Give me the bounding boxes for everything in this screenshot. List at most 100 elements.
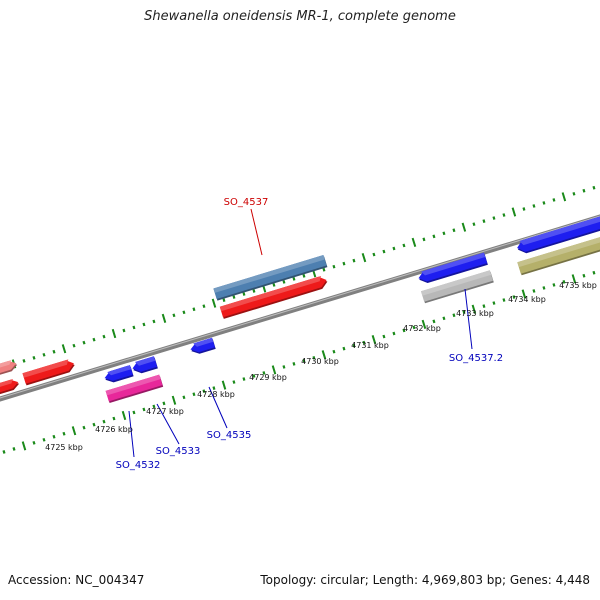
inner-track-tick	[382, 334, 386, 339]
gene-blue-small-a-highlight	[107, 365, 132, 376]
inner-track-tick	[232, 380, 236, 384]
inner-track-tick	[12, 447, 16, 451]
inner-track-tick	[532, 289, 536, 293]
gene-so-4535[interactable]	[190, 337, 216, 354]
outer-track-tick	[22, 359, 26, 363]
tick-label-4735: 4735 kbp	[559, 281, 597, 290]
inner-track-tick	[342, 346, 346, 351]
inner-track-tick	[62, 431, 66, 436]
outer-track-tick	[192, 307, 196, 312]
outer-track-tick	[522, 207, 526, 211]
inner-track-tick	[302, 358, 306, 363]
inner-track-tick	[542, 286, 546, 290]
outer-track-tick	[132, 325, 136, 330]
gene-right-olive[interactable]	[517, 234, 600, 276]
outer-track-tick	[122, 328, 126, 333]
tick-label-4734: 4734 kbp	[508, 295, 546, 304]
tick-label-4728: 4728 kbp	[197, 390, 235, 399]
tick-label-4727: 4727 kbp	[146, 407, 184, 416]
genome-backbone-highlight	[0, 215, 600, 399]
inner-track-tick	[242, 377, 246, 381]
inner-track-tick	[121, 410, 127, 421]
inner-track-tick	[32, 440, 36, 445]
outer-track-tick	[252, 289, 256, 293]
gene-right-blue[interactable]	[517, 214, 600, 254]
inner-track-tick	[202, 389, 206, 394]
tick-label-4730: 4730 kbp	[301, 357, 339, 366]
gene-so-4535-highlight	[193, 337, 214, 347]
gene-label-so-4535[interactable]: SO_4535	[207, 430, 252, 441]
gene-blue-small-a[interactable]	[104, 365, 134, 383]
outer-track-tick	[92, 337, 96, 342]
gene-label-so-4537[interactable]: SO_4537	[224, 197, 269, 208]
inner-track-tick	[171, 395, 177, 405]
inner-track-tick	[112, 416, 116, 421]
outer-track-tick	[272, 283, 276, 287]
outer-track-tick	[402, 243, 406, 248]
leader-so-4535	[208, 386, 228, 429]
gene-left-red-b[interactable]	[22, 359, 75, 386]
tick-label-4729: 4729 kbp	[249, 373, 287, 382]
leader-so-4537-2	[464, 288, 473, 350]
outer-track-tick	[302, 273, 306, 278]
gene-so-4537-highlight	[213, 255, 325, 293]
tick-label-4731: 4731 kbp	[351, 341, 389, 350]
outer-track-tick	[592, 185, 596, 190]
gene-so-4537-2-blue[interactable]	[418, 252, 488, 283]
gene-label-so-4537-2[interactable]: SO_4537.2	[449, 353, 503, 364]
map-title: Shewanella oneidensis MR-1, complete gen…	[144, 9, 456, 24]
inner-track-tick	[402, 328, 406, 333]
outer-track-tick	[422, 237, 426, 242]
outer-track-tick	[472, 222, 476, 227]
inner-track-tick	[192, 392, 196, 397]
gene-so-4532-rna[interactable]	[105, 374, 164, 403]
inner-track-tick	[82, 425, 86, 430]
tick-label-4732: 4732 kbp	[403, 324, 441, 333]
gene-so-4537[interactable]	[213, 255, 328, 301]
inner-track-tick	[312, 355, 316, 360]
outer-track-tick	[102, 334, 106, 339]
gene-so-4537-2-gray[interactable]	[421, 270, 494, 304]
outer-track-tick	[461, 222, 467, 232]
gene-so-4537-2-gray-highlight	[421, 270, 492, 296]
outer-track-tick	[482, 219, 486, 224]
outer-track-tick	[511, 207, 517, 217]
leader-so-4537	[250, 208, 263, 256]
outer-track-tick	[32, 355, 36, 360]
inner-track-tick	[552, 283, 556, 287]
tick-label-4733: 4733 kbp	[456, 309, 494, 318]
gene-label-so-4533[interactable]: SO_4533	[156, 446, 201, 457]
gene-left-pink[interactable]	[0, 360, 18, 377]
outer-track-tick	[72, 343, 76, 348]
inner-track-tick	[332, 349, 336, 354]
inner-track-tick	[92, 422, 96, 427]
outer-track-tick	[502, 213, 506, 217]
inner-track-tick	[282, 365, 286, 369]
gene-left-red-a[interactable]	[0, 379, 20, 398]
gene-features	[0, 214, 600, 403]
outer-track-tick	[492, 216, 496, 220]
outer-track-tick	[292, 276, 296, 281]
outer-track-tick	[182, 310, 186, 315]
gene-left-red-a-highlight	[0, 379, 13, 387]
outer-track-tick	[542, 201, 546, 205]
tick-label-4725: 4725 kbp	[45, 443, 83, 452]
outer-track-tick	[382, 249, 386, 254]
leader-so-4532	[128, 410, 135, 458]
gene-red-under-4537[interactable]	[219, 276, 328, 319]
gene-label-so-4532[interactable]: SO_4532	[116, 460, 161, 471]
gene-left-pink-highlight	[0, 360, 12, 368]
genome-backbone	[0, 214, 600, 402]
gene-blue-small-b[interactable]	[132, 356, 158, 374]
inner-track-tick	[152, 404, 156, 409]
inner-track-tick	[512, 295, 516, 299]
outer-track-tick	[372, 252, 376, 257]
inner-track-tick	[262, 371, 266, 375]
outer-track-tick	[152, 319, 156, 324]
inner-track-tick	[432, 319, 436, 324]
outer-track-tick	[111, 328, 117, 339]
inner-track-tick	[321, 350, 327, 360]
inner-track-tick	[502, 298, 506, 302]
inner-track-tick	[482, 304, 486, 309]
